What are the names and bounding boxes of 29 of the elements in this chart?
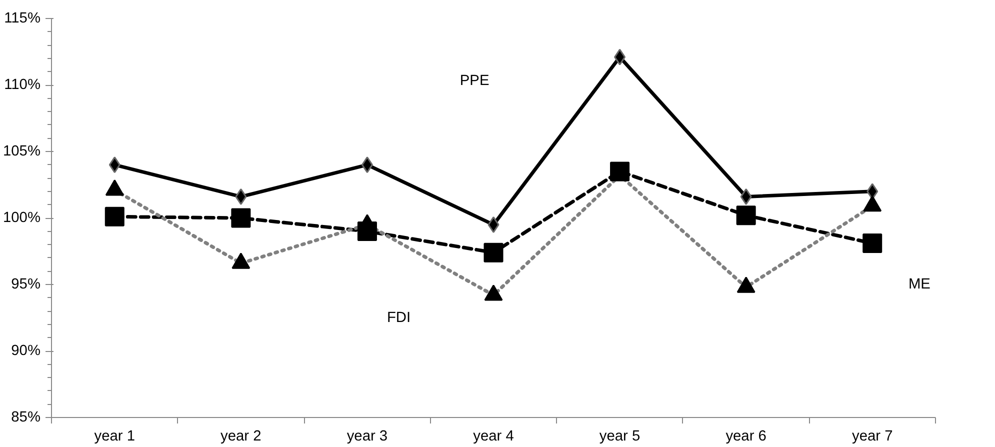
point	[740, 188, 752, 205]
x-tick-label: year 6	[726, 428, 766, 444]
x-tick-label: year 4	[473, 428, 514, 444]
y-tick-label: 95%	[11, 276, 41, 292]
y-tick-label: 105%	[3, 144, 41, 160]
point	[736, 206, 756, 226]
point	[231, 208, 251, 228]
x-tick-label: year 7	[852, 428, 893, 444]
y-tick-label: 90%	[11, 343, 41, 359]
annotation: ME	[908, 276, 931, 292]
point	[361, 156, 373, 174]
point	[488, 216, 500, 233]
annotation: PPE	[460, 73, 490, 90]
point	[866, 183, 878, 200]
y-tick-label: 110%	[4, 77, 41, 93]
x-tick-label: year 1	[94, 428, 136, 444]
point	[104, 206, 124, 226]
y-tick-label: 100%	[3, 210, 41, 226]
y-tick-label: 85%	[11, 410, 41, 426]
point	[862, 234, 882, 254]
x-tick-label: year 3	[346, 428, 388, 444]
point	[484, 242, 504, 262]
annotation: FDI	[386, 310, 411, 326]
x-tick-label: year 5	[599, 428, 640, 444]
y-tick-label: 115%	[4, 10, 41, 26]
point	[614, 48, 626, 66]
point	[235, 188, 247, 205]
point	[108, 156, 120, 174]
x-tick-label: year 2	[220, 428, 262, 444]
